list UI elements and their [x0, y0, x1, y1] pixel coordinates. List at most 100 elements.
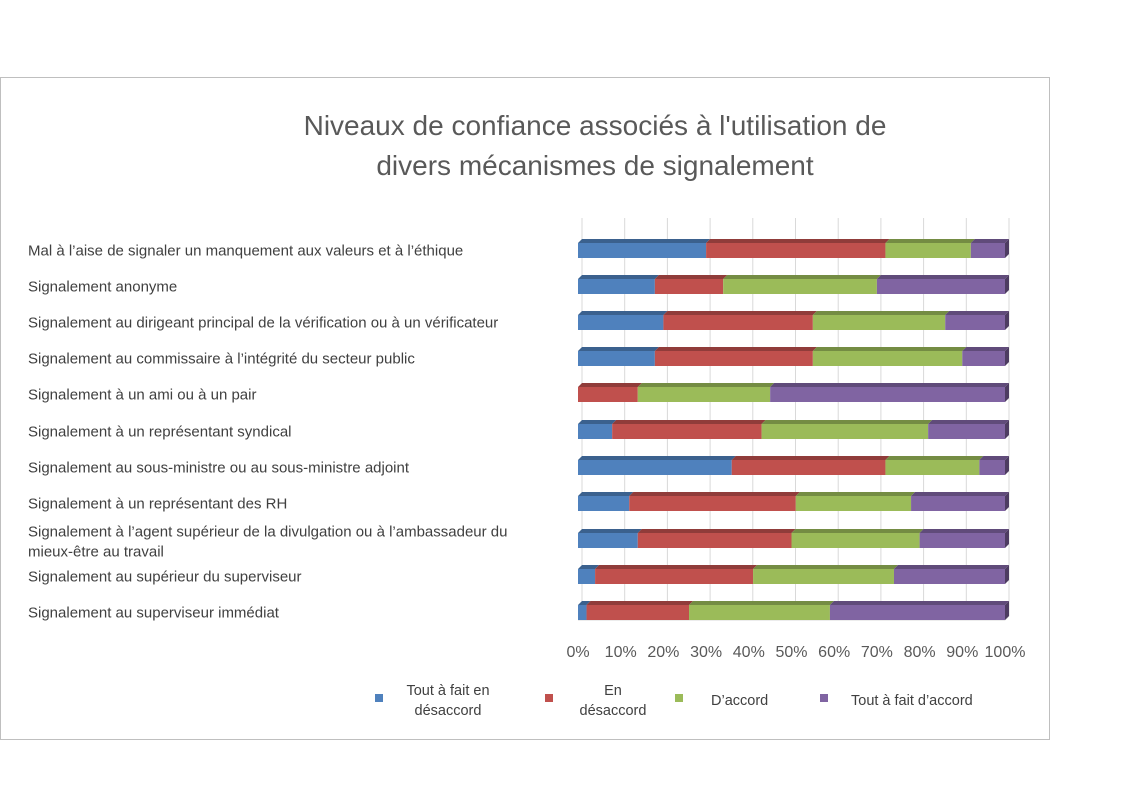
bar-top-face: [770, 383, 1009, 387]
bar-top-face: [761, 420, 933, 424]
bar-top-face: [876, 275, 1009, 279]
bar-top-face: [885, 239, 975, 243]
bar-segment: [829, 605, 1005, 620]
category-label: Signalement à un ami ou à un pair: [28, 387, 256, 404]
legend-label: Tout à fait d’accord: [851, 693, 973, 709]
category-label: Signalement à un représentant syndical: [28, 424, 292, 441]
bar-side-face: [1005, 601, 1009, 620]
bar-top-face: [586, 601, 694, 605]
x-tick-labels: 0% 10% 20% 30% 40% 50% 60% 70% 80% 90% 100%: [566, 644, 1025, 661]
bar-side-face: [1005, 456, 1009, 475]
x-tick-label: 80%: [904, 644, 936, 661]
bar-side-face: [1005, 529, 1009, 548]
bar-segment: [654, 351, 813, 366]
bar-top-face: [812, 347, 967, 351]
chart-frame: [0, 77, 1050, 740]
x-tick-label: 40%: [733, 644, 765, 661]
bar-top-face: [578, 311, 668, 315]
bar-segment: [893, 569, 1005, 584]
bar-segment: [578, 315, 664, 330]
bar-top-face: [578, 383, 642, 387]
chart-title: Niveaux de confiance associés à l'utilis…: [303, 110, 887, 181]
bar-top-face: [812, 311, 950, 315]
bars: [578, 239, 1009, 620]
bar-top-face: [578, 529, 642, 533]
bar-segment: [770, 387, 1005, 402]
bar-segment: [586, 605, 690, 620]
category-labels: Mal à l’aise de signaler un manquement a…: [28, 243, 507, 622]
legend-swatch: [820, 694, 828, 702]
bar-segment: [979, 460, 1005, 475]
bar-side-face: [1005, 565, 1009, 584]
bar-segment: [689, 605, 830, 620]
bar-segment: [885, 460, 980, 475]
bar-segment: [612, 424, 762, 439]
bar-segment: [637, 387, 771, 402]
bar-top-face: [731, 456, 890, 460]
bar-segment: [578, 460, 732, 475]
x-tick-label: 100%: [985, 644, 1026, 661]
category-label: Signalement anonyme: [28, 279, 177, 296]
bar-segment: [945, 315, 1005, 330]
bar-side-face: [1005, 347, 1009, 366]
bar-top-face: [578, 492, 634, 496]
bar-segment: [962, 351, 1005, 366]
legend-label: Tout à fait en désaccord: [406, 683, 489, 719]
bar-top-face: [795, 492, 916, 496]
legend-label: En désaccord: [580, 683, 647, 719]
bar-top-face: [629, 492, 800, 496]
bar-segment: [578, 279, 655, 294]
bar-top-face: [578, 275, 659, 279]
bar-side-face: [1005, 311, 1009, 330]
bar-segment: [812, 351, 963, 366]
bar-top-face: [791, 529, 924, 533]
bar-top-face: [612, 420, 766, 424]
bar-segment: [578, 351, 655, 366]
legend-swatch: [375, 694, 383, 702]
bar-segment: [654, 279, 724, 294]
bar-side-face: [1005, 239, 1009, 258]
bar-segment: [761, 424, 929, 439]
bar-segment: [706, 243, 886, 258]
bar-top-face: [919, 529, 1009, 533]
bar-top-face: [723, 275, 881, 279]
bar-segment: [578, 243, 707, 258]
bar-side-face: [1005, 275, 1009, 294]
bar-top-face: [637, 529, 796, 533]
bar-top-face: [885, 456, 984, 460]
legend-label: D’accord: [711, 693, 768, 709]
x-tick-label: 20%: [647, 644, 679, 661]
bar-segment: [578, 533, 638, 548]
bar-top-face: [637, 383, 775, 387]
category-label: Mal à l’aise de signaler un manquement a…: [28, 243, 463, 260]
bar-top-face: [962, 347, 1009, 351]
bar-segment: [578, 387, 638, 402]
bar-side-face: [1005, 492, 1009, 511]
x-tick-label: 50%: [775, 644, 807, 661]
bar-top-face: [578, 565, 600, 569]
x-tick-label: 70%: [861, 644, 893, 661]
category-label: Signalement au dirigeant principal de la…: [28, 315, 498, 332]
bar-top-face: [654, 275, 728, 279]
bar-segment: [970, 243, 1005, 258]
bar-top-face: [578, 347, 659, 351]
bar-top-face: [945, 311, 1009, 315]
bar-segment: [723, 279, 877, 294]
bar-segment: [911, 496, 1005, 511]
category-label: Signalement à l’agent supérieur de la di…: [28, 524, 507, 561]
category-label: Signalement au sous-ministre ou au sous-…: [28, 460, 410, 477]
category-label: Signalement au superviseur immédiat: [28, 605, 280, 622]
bar-segment: [885, 243, 971, 258]
bar-segment: [928, 424, 1005, 439]
bar-side-face: [1005, 383, 1009, 402]
bar-top-face: [578, 239, 711, 243]
bar-top-face: [663, 311, 817, 315]
bar-top-face: [654, 347, 817, 351]
bar-segment: [578, 424, 613, 439]
bar-segment: [919, 533, 1005, 548]
bar-segment: [812, 315, 946, 330]
bar-top-face: [829, 601, 1009, 605]
bar-segment: [791, 533, 920, 548]
bar-segment: [578, 496, 630, 511]
